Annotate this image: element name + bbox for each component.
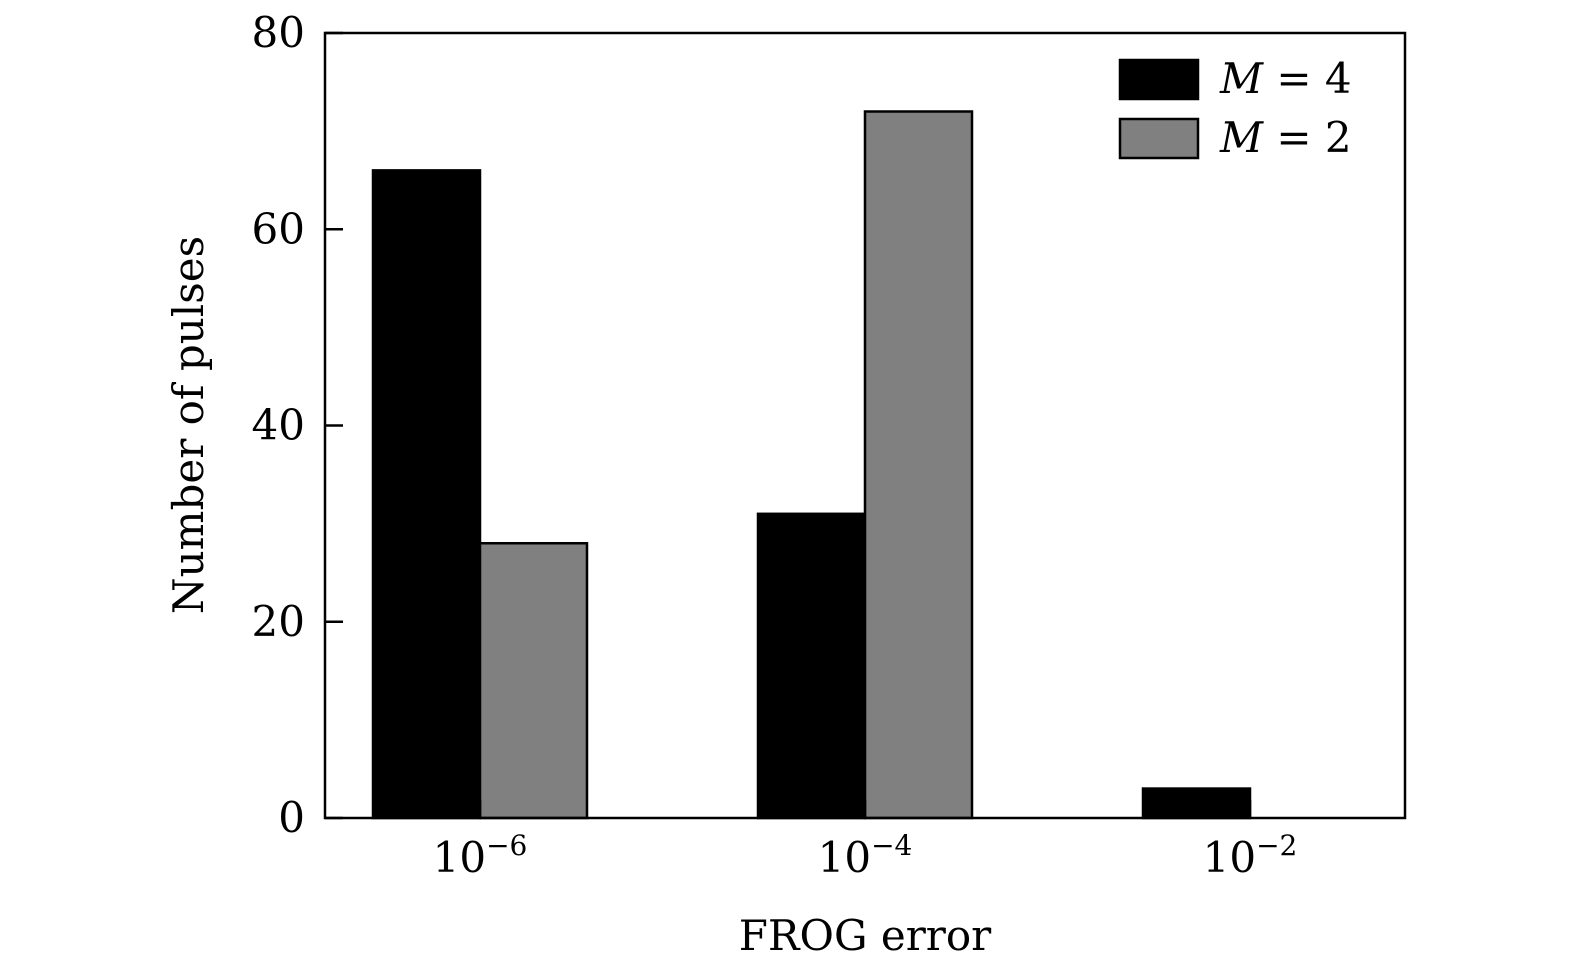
y-tick-label: 60	[252, 204, 305, 253]
bar-series-0-cat-1	[756, 512, 867, 820]
legend-label-0: M = 4	[1219, 54, 1352, 103]
x-tick-label: 10−6	[433, 829, 528, 882]
y-tick-label: 0	[278, 793, 305, 842]
y-tick-label: 20	[252, 597, 305, 646]
bars-layer	[371, 110, 1252, 820]
bar-series-0-cat-2	[1141, 787, 1252, 820]
legend-swatch-0	[1118, 58, 1200, 101]
y-tick-label: 40	[252, 401, 305, 450]
x-axis-label: FROG error	[739, 911, 992, 960]
legend-swatch-1	[1118, 117, 1200, 160]
y-tick-label: 80	[252, 8, 305, 57]
legend-label-1: M = 2	[1219, 113, 1352, 162]
legend: M = 4 M = 2	[1118, 54, 1352, 162]
x-tick-label: 10−4	[818, 829, 913, 882]
y-axis-label: Number of pulses	[164, 236, 213, 614]
x-tick-label: 10−2	[1203, 829, 1298, 882]
bar-series-0-cat-0	[371, 169, 482, 820]
bar-series-1-cat-0	[478, 542, 589, 820]
bar-series-1-cat-1	[863, 110, 974, 820]
ticks-layer: 0 20 40 60 80 10−6 10−4 10−2	[252, 8, 1298, 882]
